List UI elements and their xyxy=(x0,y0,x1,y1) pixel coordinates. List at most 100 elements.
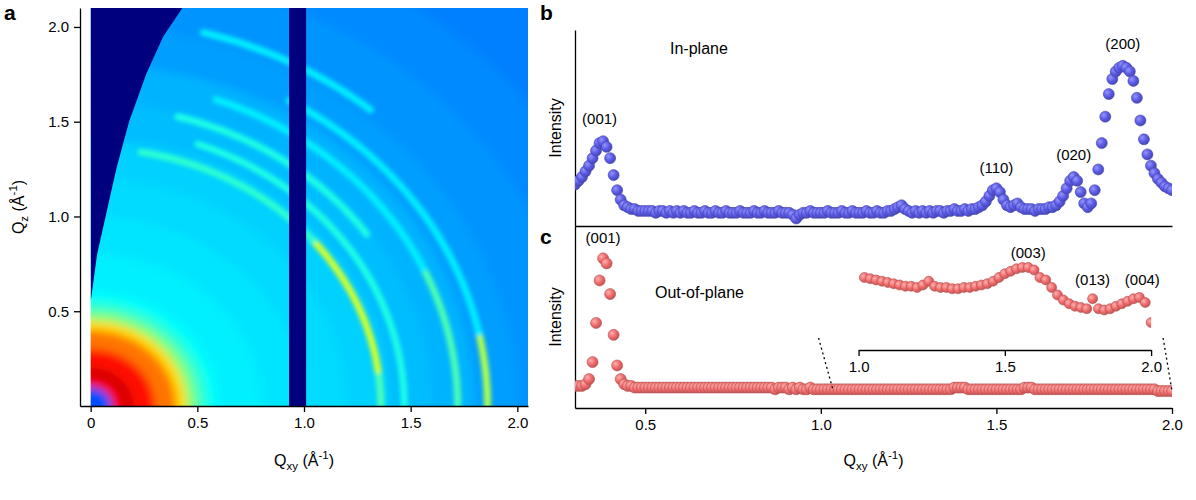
tick-label: 1.5 xyxy=(48,113,69,130)
data-point xyxy=(601,258,612,269)
ring-arc xyxy=(423,268,457,406)
label-part: Q xyxy=(274,452,286,469)
data-point xyxy=(601,141,612,152)
data-point xyxy=(1082,304,1092,314)
tick-label: 1.0 xyxy=(48,208,69,225)
markers xyxy=(575,60,1172,224)
peak-label: (001) xyxy=(586,229,621,246)
zoom-line xyxy=(819,338,833,389)
tick: 0.5 xyxy=(48,303,80,320)
label-part: ) xyxy=(898,452,903,469)
intensity-disk xyxy=(91,321,187,406)
figure: 00.51.01.52.00.51.01.52.0Qxy (Å-1)Qz (Å-… xyxy=(0,0,1196,500)
label-part: ) xyxy=(10,180,27,185)
tick-label: 0.5 xyxy=(187,414,208,431)
tick-mark xyxy=(304,406,305,412)
tick: 1.0 xyxy=(48,208,80,225)
y-axis-title: Qz (Å-1) xyxy=(7,180,30,234)
intensity-disk xyxy=(91,8,528,406)
tick-label: 1.5 xyxy=(986,416,1007,433)
tick-mark xyxy=(74,216,80,217)
intensity-disk xyxy=(91,378,123,406)
tick: 1.5 xyxy=(995,350,1016,375)
tick: 1.0 xyxy=(849,350,870,375)
x-axis-title: Qxy (Å-1) xyxy=(844,449,904,472)
tick-mark xyxy=(74,27,80,28)
tick: 2.0 xyxy=(507,406,528,431)
data-point xyxy=(1088,294,1098,304)
inset-x-axis: 1.01.52.0 xyxy=(849,350,1162,375)
tick: 2.0 xyxy=(1162,408,1183,433)
label-subscript: xy xyxy=(286,460,298,472)
label-superscript: -1 xyxy=(318,449,328,461)
panel-letter: b xyxy=(540,1,553,24)
tick: 2.0 xyxy=(48,18,80,35)
data-point xyxy=(591,317,602,328)
axis-line xyxy=(80,9,81,407)
background xyxy=(91,8,528,406)
data-point xyxy=(584,374,595,385)
intensity-disk xyxy=(91,387,112,406)
label-part: Q xyxy=(10,222,27,234)
data-point xyxy=(612,360,623,371)
tick-label: 1.0 xyxy=(811,416,832,433)
tick: 0.5 xyxy=(187,406,208,431)
tick: 1.5 xyxy=(48,113,80,130)
axis-line xyxy=(575,31,576,227)
missing-wedge xyxy=(91,8,183,302)
y-axis xyxy=(575,31,576,227)
tick-label: 0 xyxy=(87,414,95,431)
data-point xyxy=(608,329,619,340)
plot-area xyxy=(80,8,528,406)
data-point xyxy=(587,357,598,368)
data-point xyxy=(1128,75,1139,86)
tick: 0.5 xyxy=(635,408,656,433)
data-point xyxy=(1075,187,1086,198)
markers xyxy=(575,253,1172,397)
data-point xyxy=(1100,111,1111,122)
label-part: (Å xyxy=(9,195,27,216)
intensity-disk xyxy=(91,8,528,406)
data-point xyxy=(1096,138,1107,149)
data-point xyxy=(1072,175,1083,186)
inset-markers xyxy=(859,263,1151,328)
peak-label: (110) xyxy=(979,159,1013,176)
tick-mark xyxy=(517,406,518,412)
tick-mark xyxy=(197,406,198,412)
peak-label: (001) xyxy=(582,110,617,127)
x-axis: 0.5 1.0 1.5 2.0 xyxy=(576,408,1183,433)
tick: 1.0 xyxy=(811,408,832,433)
data-point xyxy=(594,275,605,286)
intensity-disk xyxy=(91,254,262,406)
zoom-lines xyxy=(819,338,1172,391)
rings xyxy=(141,33,487,406)
tick: 1.0 xyxy=(294,406,315,431)
peak-label: (013) xyxy=(1075,271,1110,288)
y-axis: 0.5 1.0 1.5 2.0 xyxy=(48,9,80,407)
tick-mark xyxy=(74,122,80,123)
tick-label: 1.5 xyxy=(401,414,422,431)
y-axis-title: Intensity xyxy=(547,98,564,158)
tick: 1.5 xyxy=(986,408,1007,433)
data-point xyxy=(605,153,616,164)
tick-label: 1.0 xyxy=(849,358,870,375)
panel-letter: a xyxy=(4,1,16,24)
data-point xyxy=(1167,385,1173,396)
panel-title: In-plane xyxy=(670,40,728,57)
ring-arc xyxy=(479,333,488,406)
detector-gap xyxy=(289,8,306,406)
tick-label: 0.5 xyxy=(635,416,656,433)
intensity-disk xyxy=(91,302,208,406)
data-point xyxy=(1135,115,1146,126)
tick-label: 2.0 xyxy=(48,18,69,35)
tick-label: 2.0 xyxy=(1162,416,1183,433)
ring-arc xyxy=(203,33,370,110)
tick-mark xyxy=(1005,350,1006,356)
intensity-disk xyxy=(91,141,390,406)
intensity-disk xyxy=(91,8,528,406)
panel-letter: c xyxy=(540,225,552,248)
data-point xyxy=(1086,198,1097,209)
tick-mark xyxy=(821,408,822,414)
data-point xyxy=(608,170,619,181)
tick-mark xyxy=(858,350,859,356)
